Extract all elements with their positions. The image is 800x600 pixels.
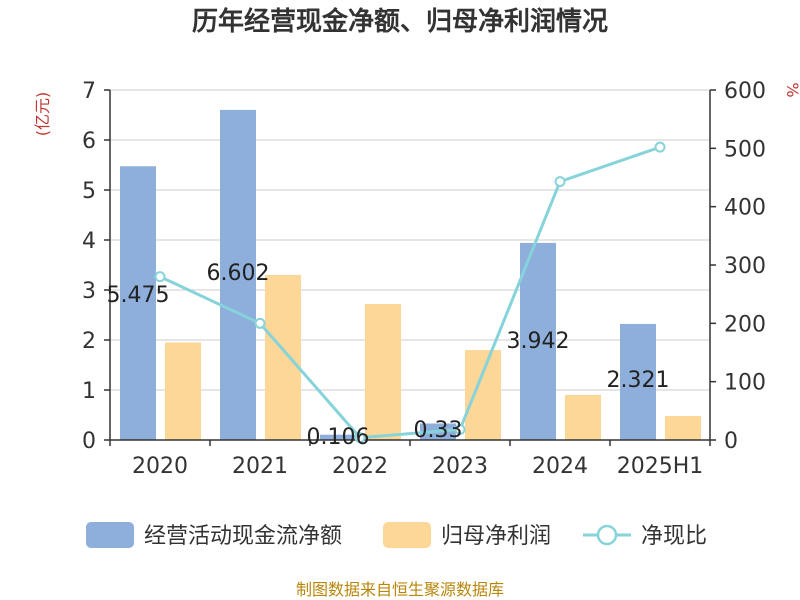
legend-swatch-net-profit: [383, 522, 431, 548]
bar-operating-cashflow: [220, 109, 256, 441]
right-tick-label: 400: [724, 196, 766, 221]
right-tick-label: 100: [724, 371, 766, 396]
right-axis-ticks: 0 100 200 300 400 500 600: [710, 79, 766, 454]
ratio-point: [554, 176, 566, 188]
left-tick-label: 0: [82, 429, 96, 454]
legend-label-net-profit: 归母净利润: [441, 524, 551, 549]
bar-operating-cashflow: [120, 166, 156, 440]
legend-label-operating-cashflow: 经营活动现金流净额: [144, 524, 342, 549]
legend-label-ratio: 净现比: [641, 524, 707, 549]
x-tick-label: 2025H1: [617, 454, 704, 479]
line-series: [154, 141, 666, 444]
bar-operating-cashflow: [520, 242, 556, 440]
right-tick-label: 200: [724, 312, 766, 337]
bar-net-profit: [265, 275, 301, 440]
legend: 经营活动现金流净额 归母净利润 净现比: [86, 522, 707, 549]
x-tick-label: 2022: [332, 454, 388, 479]
left-tick-label: 7: [82, 79, 96, 104]
bar-net-profit: [665, 416, 701, 440]
data-label: 0.33: [414, 418, 463, 443]
chart-title: 历年经营现金净额、归母净利润情况: [192, 6, 608, 37]
data-labels: 5.475 6.602 0.106 0.33 3.942 2.321: [107, 261, 670, 450]
left-axis-ticks: 0 1 2 3 4 5 6 7: [82, 79, 110, 454]
gridlines: [110, 89, 710, 391]
bar-operating-cashflow: [320, 434, 356, 440]
right-tick-label: 600: [724, 79, 766, 104]
legend-marker-ratio: [596, 524, 618, 546]
data-label: 6.602: [207, 261, 270, 286]
left-tick-label: 5: [82, 179, 96, 204]
bar-net-profit: [465, 350, 501, 440]
ratio-point: [454, 424, 466, 435]
data-label: 5.475: [107, 283, 170, 308]
bar-operating-cashflow: [620, 323, 656, 440]
left-tick-label: 1: [82, 379, 96, 404]
left-tick-label: 3: [82, 279, 96, 304]
source-note: 制图数据来自恒生聚源数据库: [296, 580, 504, 599]
bar-net-profit: [565, 395, 601, 440]
x-tick-label: 2020: [132, 454, 188, 479]
x-axis-ticks: 2020 2021 2022 2023 2024 2025H1: [109, 440, 711, 479]
bar-net-profit: [365, 304, 401, 440]
ratio-line: [159, 145, 661, 440]
x-tick-label: 2024: [532, 454, 588, 479]
data-label: 2.321: [607, 368, 670, 393]
bar-net-profit: [165, 342, 201, 440]
x-tick-label: 2021: [232, 454, 288, 479]
ratio-point: [354, 432, 366, 444]
ratio-point: [254, 317, 266, 329]
left-tick-label: 2: [82, 329, 96, 354]
right-tick-label: 500: [724, 137, 766, 162]
right-tick-label: 300: [724, 254, 766, 279]
left-tick-label: 4: [82, 229, 96, 254]
ratio-point: [154, 271, 166, 283]
x-tick-label: 2023: [432, 454, 488, 479]
data-label: 3.942: [507, 329, 570, 354]
legend-swatch-operating-cashflow: [86, 522, 134, 548]
left-tick-label: 6: [82, 129, 96, 154]
right-axis-label: %: [783, 82, 800, 97]
data-label: 0.106: [307, 425, 370, 450]
ratio-point: [654, 141, 666, 153]
right-tick-label: 0: [724, 429, 738, 454]
left-axis-label: (亿元): [33, 92, 52, 137]
bar-series: [120, 109, 701, 441]
